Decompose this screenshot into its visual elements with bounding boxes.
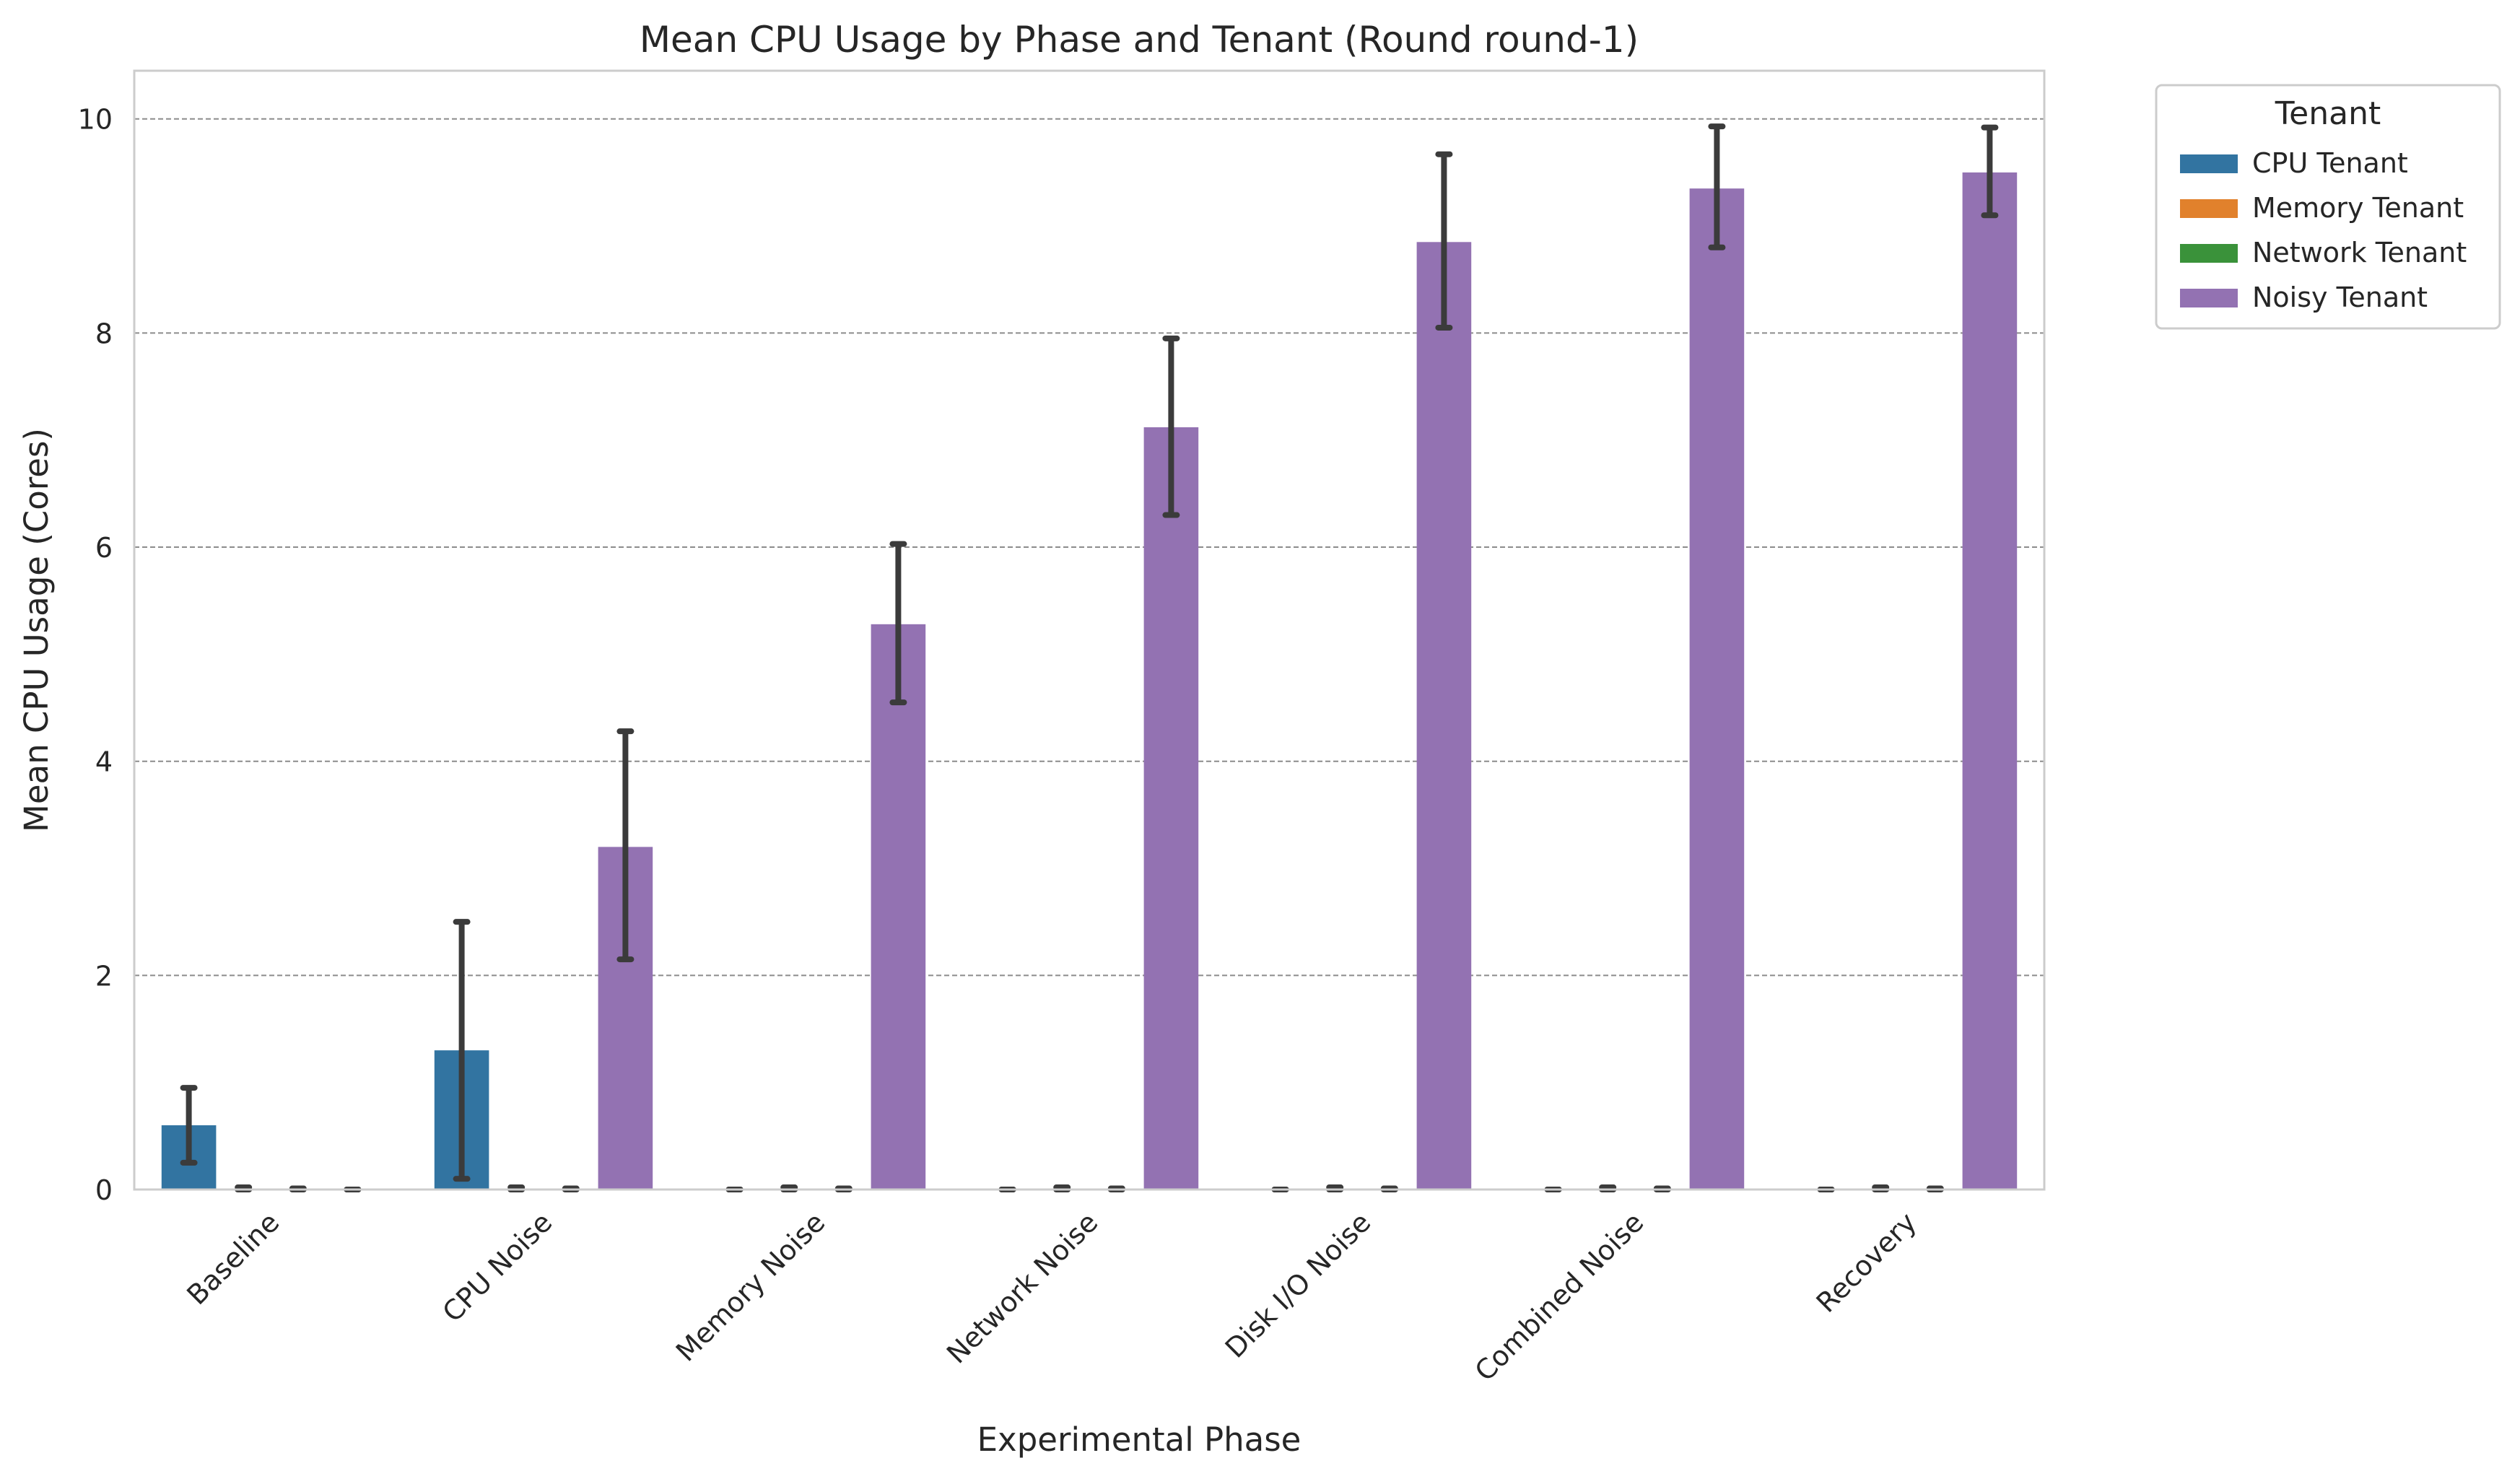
x-tick-labels: Baseline CPU Noise Memory Noise Network Noi… [180, 1206, 1922, 1387]
bar [871, 624, 926, 1190]
x-tick-label: Combined Noise [1469, 1206, 1650, 1387]
plot-frame [133, 69, 2046, 1191]
legend-frame [2155, 84, 2501, 330]
y-axis-label: Mean CPU Usage (Cores) [17, 428, 56, 832]
legend: Tenant CPU Tenant Memory Tenant Network Te… [2155, 84, 2501, 330]
x-tick-label: Memory Noise [670, 1206, 831, 1367]
y-tick-label: 6 [95, 532, 113, 564]
bar [1143, 427, 1199, 1190]
legend-label: Network Tenant [2252, 237, 2467, 269]
y-tick-label: 0 [95, 1174, 113, 1206]
y-tick-label: 4 [95, 746, 113, 778]
bar-layer [161, 172, 2018, 1190]
y-tick-label: 8 [95, 318, 113, 349]
legend-label: Noisy Tenant [2252, 281, 2428, 313]
x-tick-label: Recovery [1810, 1206, 1923, 1319]
bar [1416, 242, 1472, 1190]
x-axis-label: Experimental Phase [977, 1420, 1302, 1459]
y-tick-label: 10 [78, 104, 113, 136]
legend-swatch [2180, 289, 2238, 307]
bar [1689, 188, 1745, 1190]
y-tick-labels: 0 2 4 6 8 10 [78, 104, 113, 1206]
legend-label: CPU Tenant [2252, 147, 2408, 179]
chart-title: Mean CPU Usage by Phase and Tenant (Roun… [640, 19, 1639, 61]
legend-items: CPU Tenant Memory Tenant Network Tenant Noi… [2180, 147, 2467, 313]
x-tick-label: Network Noise [941, 1206, 1104, 1369]
x-tick-label: CPU Noise [437, 1206, 559, 1328]
y-tick-label: 2 [95, 960, 113, 992]
legend-swatch [2180, 154, 2238, 173]
legend-swatch [2180, 199, 2238, 218]
legend-title: Tenant [2275, 95, 2381, 132]
bar [1962, 172, 2018, 1190]
grid-layer [134, 118, 2044, 977]
legend-swatch [2180, 244, 2238, 263]
x-tick-label: Baseline [180, 1206, 285, 1311]
legend-label: Memory Tenant [2252, 192, 2464, 224]
x-tick-label: Disk I/O Noise [1219, 1206, 1377, 1364]
